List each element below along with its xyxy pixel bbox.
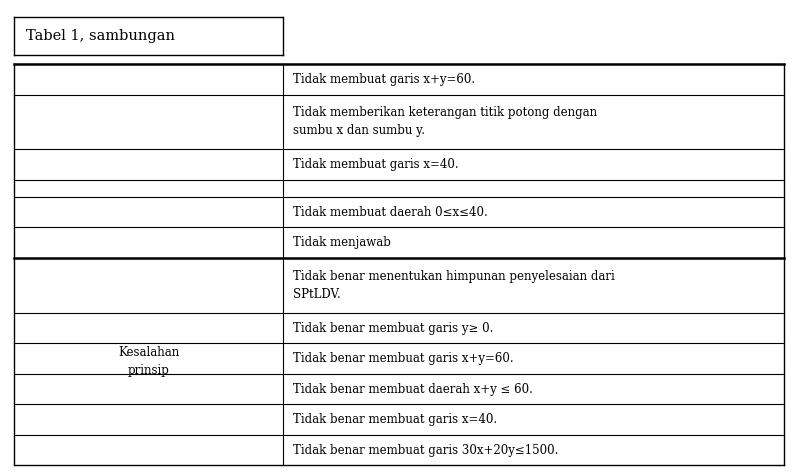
Text: Tabel 1, sambungan: Tabel 1, sambungan <box>26 28 176 43</box>
Text: Tidak membuat garis x+y=60.: Tidak membuat garis x+y=60. <box>293 73 475 86</box>
Text: Tidak benar membuat garis 30x+20y≤1500.: Tidak benar membuat garis 30x+20y≤1500. <box>293 444 559 457</box>
Text: Tidak membuat daerah 0≤x≤40.: Tidak membuat daerah 0≤x≤40. <box>293 206 488 219</box>
Text: Tidak benar membuat garis y≥ 0.: Tidak benar membuat garis y≥ 0. <box>293 321 493 335</box>
Text: Tidak benar membuat garis x=40.: Tidak benar membuat garis x=40. <box>293 413 497 426</box>
Text: Tidak benar membuat garis x+y=60.: Tidak benar membuat garis x+y=60. <box>293 352 513 365</box>
Text: Tidak benar membuat daerah x+y ≤ 60.: Tidak benar membuat daerah x+y ≤ 60. <box>293 383 533 396</box>
Text: Tidak memberikan keterangan titik potong dengan
sumbu x dan sumbu y.: Tidak memberikan keterangan titik potong… <box>293 107 597 137</box>
Text: Tidak membuat garis x=40.: Tidak membuat garis x=40. <box>293 158 459 171</box>
Text: Kesalahan
prinsip: Kesalahan prinsip <box>118 346 180 377</box>
Text: Tidak menjawab: Tidak menjawab <box>293 236 391 249</box>
Text: Tidak benar menentukan himpunan penyelesaian dari
SPtLDV.: Tidak benar menentukan himpunan penyeles… <box>293 270 614 301</box>
